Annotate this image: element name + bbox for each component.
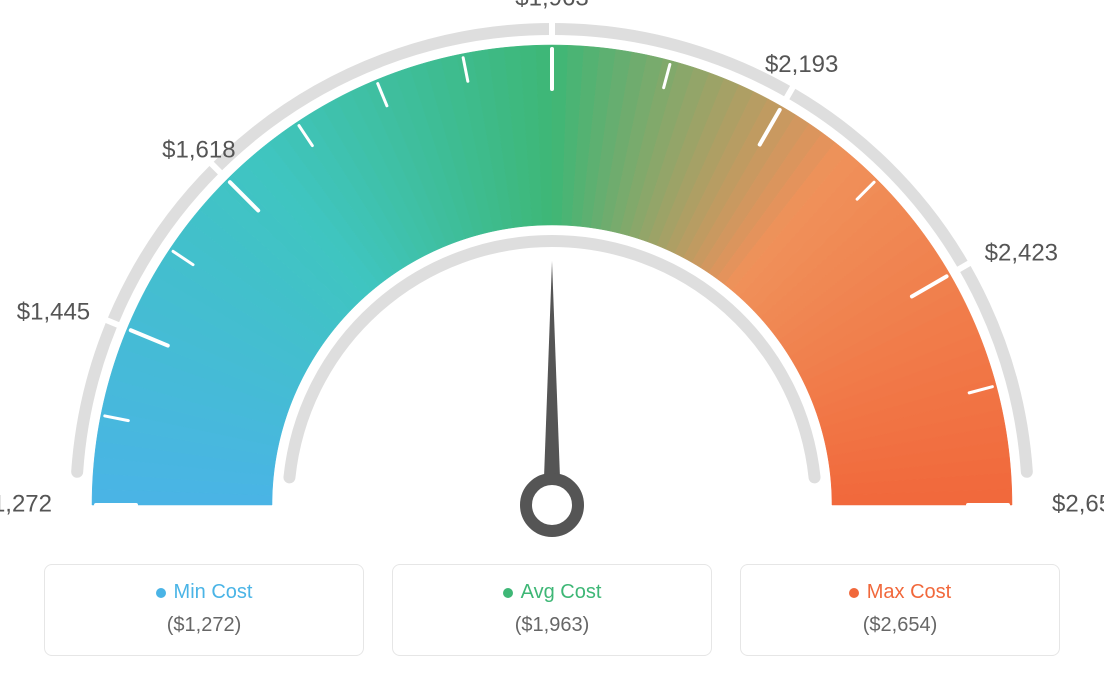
legend-label-avg: Avg Cost: [521, 581, 602, 604]
legend-row: Min Cost ($1,272) Avg Cost ($1,963) Max …: [0, 564, 1104, 656]
gauge-tick-label: $2,654: [1052, 490, 1104, 517]
legend-label-min: Min Cost: [174, 581, 253, 604]
gauge-tick-label: $2,193: [765, 51, 838, 78]
legend-dot-avg: [503, 588, 513, 598]
legend-label-max: Max Cost: [867, 581, 951, 604]
legend-card-avg: Avg Cost ($1,963): [392, 564, 712, 656]
gauge-tick-label: $2,423: [985, 240, 1058, 267]
gauge-tick-label: $1,963: [515, 0, 588, 11]
gauge-needle: [543, 261, 561, 505]
gauge-svg: $1,272 $1,445 $1,618 $1,963 $2,193 $2,423 $2,6…: [0, 0, 1104, 560]
legend-value-avg: ($1,963): [411, 614, 693, 637]
legend-dot-max: [849, 588, 859, 598]
cost-gauge: $1,272 $1,445 $1,618 $1,963 $2,193 $2,423 $2,6…: [0, 0, 1104, 560]
legend-value-max: ($2,654): [759, 614, 1041, 637]
gauge-tick-label: $1,272: [0, 490, 52, 517]
gauge-tick-label: $1,618: [162, 136, 235, 163]
legend-card-min: Min Cost ($1,272): [44, 564, 364, 656]
legend-value-min: ($1,272): [63, 614, 345, 637]
legend-dot-min: [156, 588, 166, 598]
gauge-hub: [526, 479, 578, 531]
legend-card-max: Max Cost ($2,654): [740, 564, 1060, 656]
gauge-tick-label: $1,445: [17, 299, 90, 326]
